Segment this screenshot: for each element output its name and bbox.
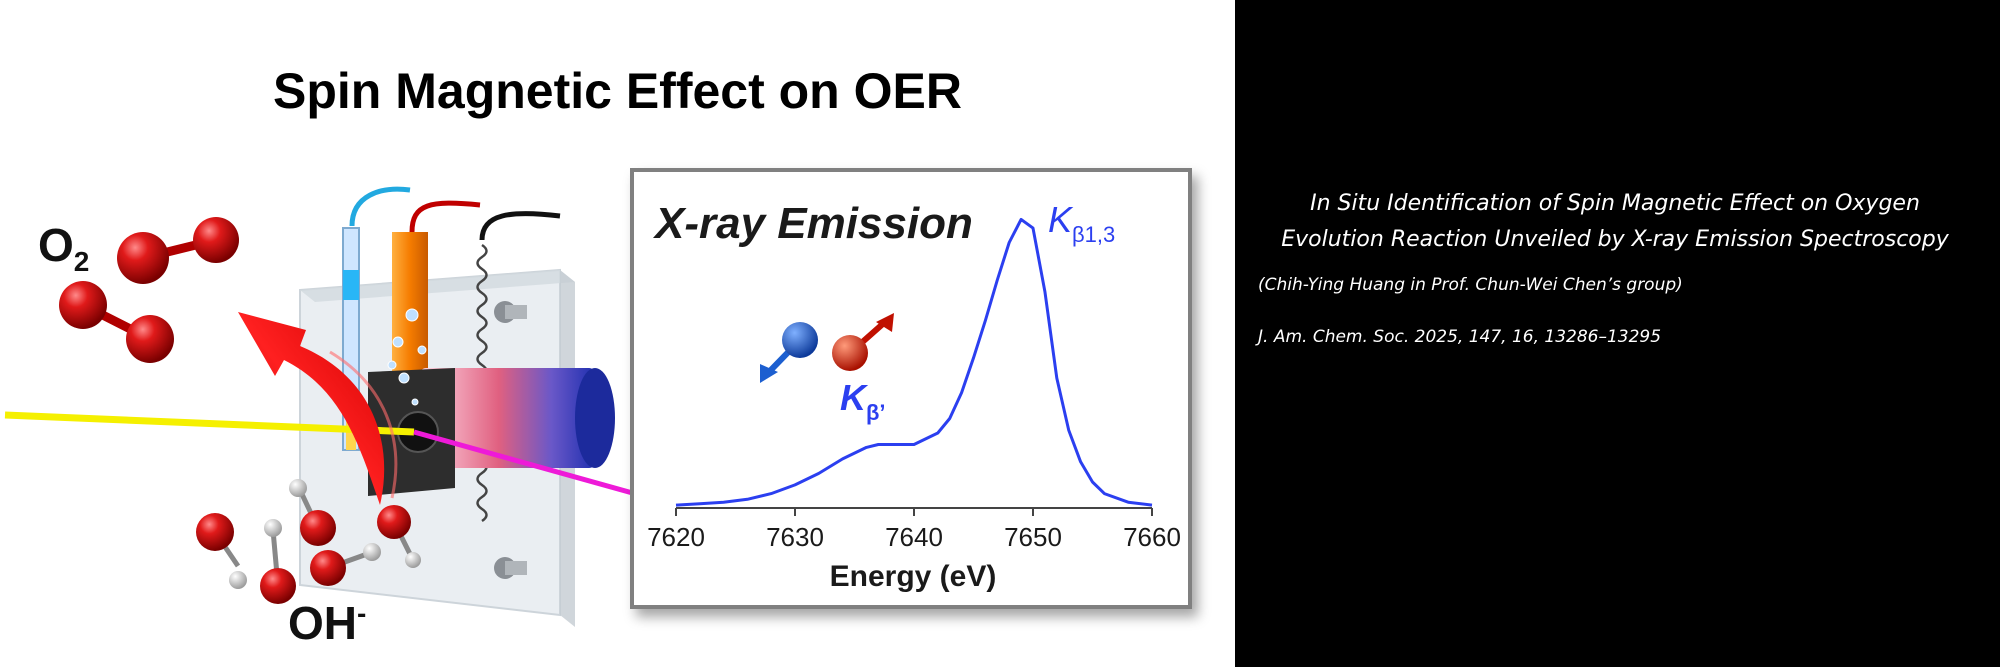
electrochemical-cell-icon: [299, 186, 615, 627]
incident-beam: [4, 411, 415, 436]
peak-label-kb13: Kβ1,3: [1048, 199, 1115, 247]
inset-title: X-ray Emission: [652, 199, 973, 248]
o2-label: O2: [38, 219, 90, 278]
paper-citation: J. Am. Chem. Soc. 2025, 147, 16, 13286–1…: [1258, 327, 1662, 347]
paper-info-panel: [1235, 0, 2000, 667]
spin-down-icon: [760, 322, 818, 383]
o2-molecule-icon: [117, 217, 239, 284]
figure-panel: X-ray Emission 7620 7630 7640 7650 7660 Ener…: [0, 0, 1235, 667]
oh-molecule-icon: [260, 519, 296, 604]
paper-title: In Situ Identification of Spin Magnetic …: [1220, 186, 2000, 258]
oh-molecule-icon: [310, 543, 381, 586]
paper-author: (Chih-Ying Huang in Prof. Chun-Wei Chen’…: [1258, 275, 1683, 295]
oh-molecule-icon: [289, 479, 336, 546]
paper-title-line1: In Situ Identification of Spin Magnetic …: [1310, 191, 1920, 216]
paper-title-line2: Evolution Reaction Unveiled by X-ray Emi…: [1281, 227, 1949, 252]
peak-label-kb-prime: Kβ’: [840, 377, 886, 425]
oh-molecule-icon: [196, 513, 247, 589]
peak-label-kb-prime-sub: β’: [866, 400, 886, 425]
spin-up-icon: [832, 313, 894, 371]
bubbles: [387, 308, 427, 406]
x-tick-label: 7620: [647, 522, 705, 552]
x-tick-label: 7660: [1123, 522, 1181, 552]
x-tick-label: 7650: [1004, 522, 1062, 552]
xes-inset-frame: [630, 168, 1192, 609]
bolt-icon: [494, 301, 527, 323]
reaction-arrow-icon: [238, 312, 398, 505]
figure-title: Spin Magnetic Effect on OER: [273, 63, 962, 119]
x-tick-label: 7630: [766, 522, 824, 552]
oh-label: OH-: [288, 597, 367, 649]
emission-beam: [413, 429, 637, 497]
peak-label-kb13-sub: β1,3: [1072, 222, 1115, 247]
x-tick-label: 7640: [885, 522, 943, 552]
o2-molecule-icon: [59, 281, 174, 363]
x-axis-label: Energy (eV): [830, 560, 997, 593]
series-line: [675, 217, 1153, 507]
xes-chart: 7620 7630 7640 7650 7660 Energy (eV): [647, 217, 1181, 593]
graphical-abstract: X-ray Emission 7620 7630 7640 7650 7660 Ener…: [4, 168, 1192, 627]
bolt-icon: [494, 557, 527, 579]
oh-molecule-icon: [377, 505, 421, 568]
